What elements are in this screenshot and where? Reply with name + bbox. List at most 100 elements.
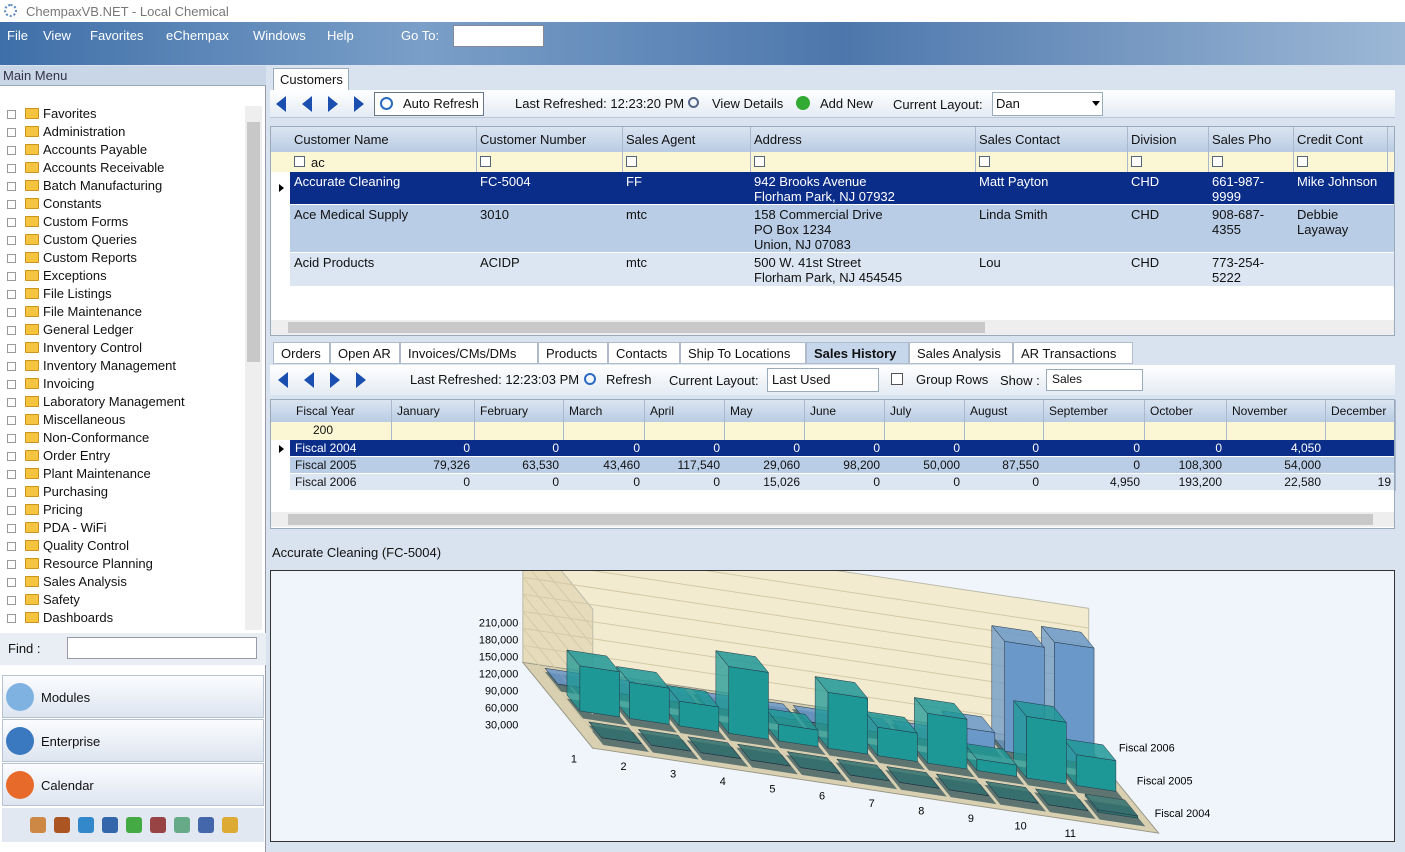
menu-tree-item[interactable]: Quality Control [43,538,129,553]
menu-tree-item[interactable]: Custom Reports [43,250,137,265]
nav-button-label[interactable]: Calendar [41,778,94,793]
column-header[interactable]: August [970,404,1007,418]
column-header[interactable]: November [1232,404,1287,418]
tab-label[interactable]: Open AR [338,346,391,361]
tray-icon[interactable] [54,817,70,833]
nav-arrow[interactable] [302,96,312,112]
column-header[interactable]: Sales Pho [1212,132,1271,147]
button-label[interactable]: Auto Refresh [403,96,479,111]
menu-item[interactable]: eChempax [166,28,229,43]
column-header[interactable]: March [569,404,602,418]
tray-icon[interactable] [222,817,238,833]
menu-tree-item[interactable]: Resource Planning [43,556,153,571]
column-header[interactable]: September [1049,404,1108,418]
nav-arrow[interactable] [278,372,288,388]
tab-label[interactable]: Sales History [814,346,896,361]
nav-arrow[interactable] [356,372,366,388]
tab-label[interactable]: Sales Analysis [917,346,1001,361]
column-header[interactable]: Sales Agent [626,132,695,147]
menu-tree-item[interactable]: Favorites [43,106,96,121]
column-header[interactable]: February [480,404,528,418]
menu-tree-item[interactable]: Constants [43,196,102,211]
column-header[interactable]: Customer Name [294,132,389,147]
find-input[interactable] [67,637,257,659]
nav-arrow[interactable] [276,96,286,112]
button-label[interactable]: View Details [712,96,783,111]
column-header[interactable]: May [730,404,753,418]
column-header[interactable]: October [1150,404,1193,418]
nav-arrow[interactable] [354,96,364,112]
tab-label[interactable]: Ship To Locations [688,346,790,361]
menu-tree-item[interactable]: Custom Queries [43,232,137,247]
column-header[interactable]: December [1331,404,1386,418]
menu-tree-item[interactable]: Purchasing [43,484,108,499]
menu-tree-item[interactable]: Inventory Management [43,358,176,373]
menu-item[interactable]: View [43,28,71,43]
menu-tree-item[interactable]: Pricing [43,502,83,517]
menu-tree-item[interactable]: Order Entry [43,448,110,463]
button-label[interactable]: Add New [820,96,873,111]
nav-button-label[interactable]: Modules [41,690,90,705]
menu-tree-item[interactable]: Miscellaneous [43,412,125,427]
tray-icon[interactable] [126,817,142,833]
menu-tree-item[interactable]: Non-Conformance [43,430,149,445]
menu-tree-item[interactable]: Laboratory Management [43,394,185,409]
menu-tree-item[interactable]: Accounts Payable [43,142,147,157]
tray-icon[interactable] [102,817,118,833]
menu-tree-item[interactable]: Administration [43,124,125,139]
menu-tree-item[interactable]: Exceptions [43,268,107,283]
menu-item[interactable]: File [7,28,28,43]
nav-arrow[interactable] [328,96,338,112]
column-header[interactable]: June [810,404,836,418]
filter-text[interactable]: 200 [313,423,333,437]
menu-tree-item[interactable]: Sales Analysis [43,574,127,589]
menu-tree-item[interactable]: Invoicing [43,376,94,391]
show-value[interactable]: Sales [1052,372,1082,386]
menu-item[interactable]: Windows [253,28,306,43]
tray-icon[interactable] [30,817,46,833]
column-header[interactable]: Division [1131,132,1177,147]
column-header[interactable]: Fiscal Year [296,404,355,418]
nav-arrow[interactable] [330,372,340,388]
tab-label[interactable]: Products [546,346,597,361]
column-header[interactable]: April [650,404,674,418]
layout-value[interactable]: Dan [996,96,1020,111]
tab-label[interactable]: Orders [281,346,321,361]
menu-tree-item[interactable]: File Listings [43,286,112,301]
checkbox-label[interactable]: Group Rows [916,372,988,387]
column-header[interactable]: January [397,404,440,418]
menu-tree-item[interactable]: Plant Maintenance [43,466,151,481]
filter-text[interactable]: ac [311,155,325,170]
menu-tree-item[interactable]: Accounts Receivable [43,160,164,175]
menu-item[interactable]: Help [327,28,354,43]
menu-tree-item[interactable]: Batch Manufacturing [43,178,162,193]
column-header[interactable]: Credit Cont [1297,132,1363,147]
tray-icon[interactable] [174,817,190,833]
tab-label[interactable]: Customers [280,72,343,87]
menu-tree-item[interactable]: Inventory Control [43,340,142,355]
menu-tree-item[interactable]: File Maintenance [43,304,142,319]
column-header[interactable]: Sales Contact [979,132,1060,147]
nav-arrow[interactable] [304,372,314,388]
menu-tree-item[interactable]: Safety [43,592,80,607]
checkbox[interactable] [891,373,903,385]
goto-input[interactable] [453,25,544,47]
menu-tree-item[interactable]: PDA - WiFi [43,520,107,535]
tray-icon[interactable] [198,817,214,833]
column-header[interactable]: July [890,404,911,418]
menu-tree-item[interactable]: Dashboards [43,610,113,625]
tray-icon[interactable] [150,817,166,833]
tab-label[interactable]: Contacts [616,346,667,361]
column-header[interactable]: Address [754,132,802,147]
nav-button-label[interactable]: Enterprise [41,734,100,749]
layout-value[interactable]: Last Used [772,372,831,387]
menu-tree-item[interactable]: Custom Forms [43,214,128,229]
menu-item[interactable]: Favorites [90,28,143,43]
menu-tree-item[interactable]: General Ledger [43,322,133,337]
column-header[interactable]: Customer Number [480,132,586,147]
button-label[interactable]: Refresh [606,372,652,387]
tab-label[interactable]: AR Transactions [1021,346,1116,361]
grid-cell: 19 [1325,475,1391,489]
tray-icon[interactable] [78,817,94,833]
tab-label[interactable]: Invoices/CMs/DMs [408,346,516,361]
